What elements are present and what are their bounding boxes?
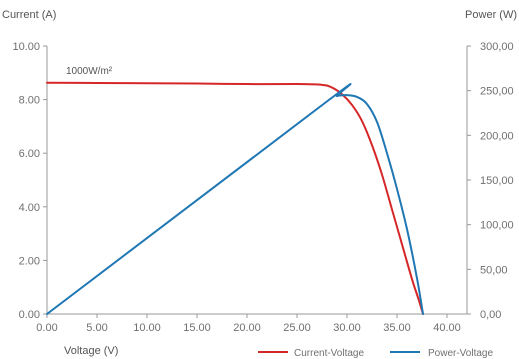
y-right-tick-label: 0,00: [480, 309, 501, 321]
x-axis-title: Voltage (V): [64, 345, 118, 357]
x-tick-label: 5.00: [86, 322, 107, 334]
y-right-tick-label: 300,00: [480, 41, 514, 53]
x-tick-label: 40.00: [433, 322, 461, 334]
y-axis-right-title: Power (W): [465, 9, 517, 21]
legend-label-power-voltage: Power-Voltage: [428, 348, 493, 359]
x-tick-label: 25.00: [283, 322, 311, 334]
legend: Current-Voltage Power-Voltage: [258, 348, 493, 359]
y-right-tick-label: 250,00: [480, 86, 514, 98]
y-left-tick-label: 8.00: [19, 95, 40, 107]
x-tick-label: 20.00: [233, 322, 261, 334]
y-left-tick-label: 10.00: [12, 41, 40, 53]
x-tick-label: 35.00: [383, 322, 411, 334]
irradiance-annotation: 1000W/m²: [66, 66, 113, 77]
x-tick-label: 10.00: [133, 322, 161, 334]
y-left-tick-label: 6.00: [19, 148, 40, 160]
y-left-tick-label: 2.00: [19, 255, 40, 267]
y-axis-left-ticks: 0.00 2.00 4.00 6.00 8.00 10.00: [12, 41, 47, 321]
y-right-tick-label: 150,00: [480, 175, 514, 187]
y-axis-right-ticks: 0,00 50,00 100,00 150,00 200,00 250,00 300,00: [467, 41, 514, 321]
power-voltage-line: [46, 82, 424, 315]
y-axis-left-title: Current (A): [2, 9, 56, 21]
current-voltage-line: [46, 81, 424, 315]
x-axis-ticks: 0.00 5.00 10.00 15.00 20.00 25.00 30.00 35.00 40…: [36, 314, 461, 334]
x-tick-label: 30.00: [333, 322, 361, 334]
y-left-tick-label: 4.00: [19, 202, 40, 214]
x-tick-label: 15.00: [183, 322, 211, 334]
y-right-tick-label: 200,00: [480, 130, 514, 142]
series-layer: [46, 81, 424, 315]
legend-label-current-voltage: Current-Voltage: [294, 348, 364, 359]
y-right-tick-label: 100,00: [480, 220, 514, 232]
y-right-tick-label: 50,00: [480, 264, 508, 276]
y-left-tick-label: 0.00: [19, 309, 40, 321]
x-tick-label: 0.00: [36, 322, 57, 334]
